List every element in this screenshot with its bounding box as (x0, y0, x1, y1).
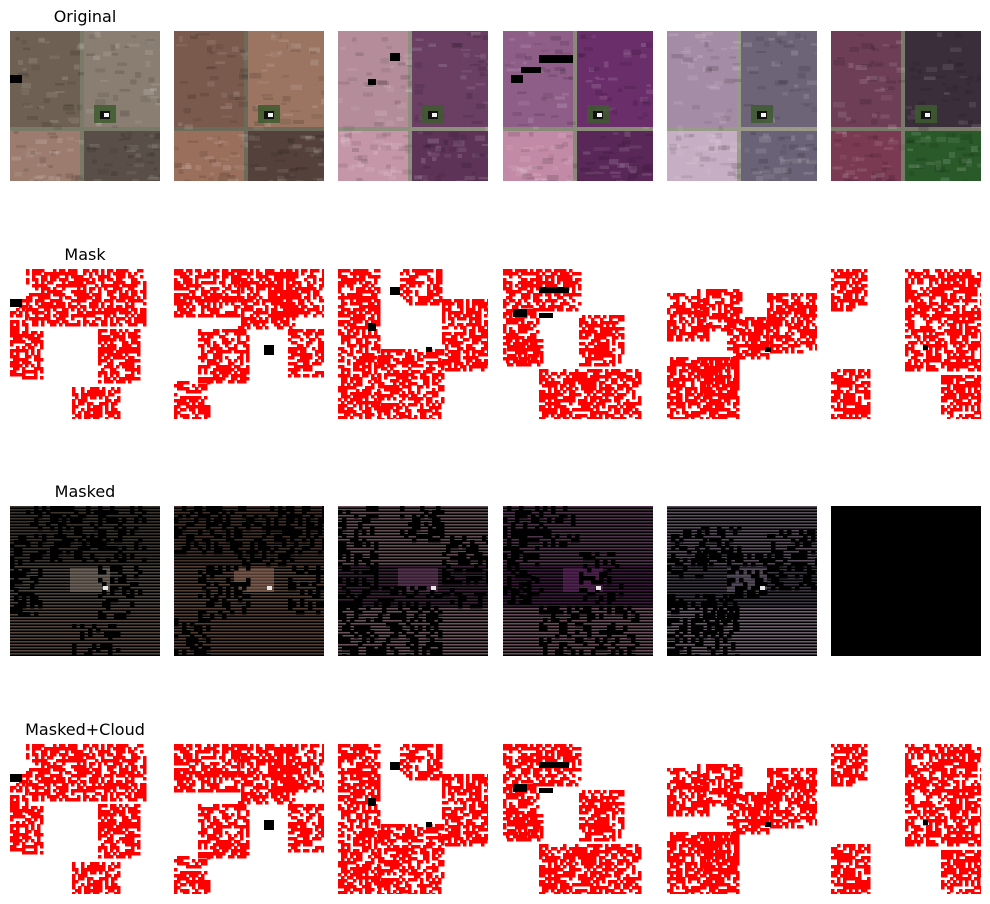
tile-mask-6 (831, 269, 981, 419)
tile-masked-3 (338, 506, 488, 656)
tile-image (174, 506, 324, 656)
cloud-pixels (513, 762, 569, 793)
row-title-masked: Masked (54, 482, 116, 501)
tile-original-2 (174, 31, 324, 181)
mask-patches (10, 269, 147, 419)
tile-image (10, 31, 160, 181)
cloud-pixels (513, 287, 569, 318)
tile-image (667, 31, 817, 181)
tile-image (174, 269, 324, 419)
tile-image (503, 506, 653, 656)
mask-patches (831, 269, 981, 419)
cloud-pixels (264, 345, 274, 355)
tile-image (831, 31, 981, 181)
cloud-pixels (923, 345, 928, 350)
tile-mask-2 (174, 269, 324, 419)
tile-image (667, 506, 817, 656)
tile-image (831, 269, 981, 419)
cloud-pixels (923, 820, 928, 825)
tile-mask-1 (10, 269, 160, 419)
tile-image (667, 269, 817, 419)
tile-mask-3 (338, 269, 488, 419)
tile-original-4 (503, 31, 653, 181)
tile-image (10, 744, 160, 894)
mask-patches (667, 289, 817, 419)
tile-original-6 (831, 31, 981, 181)
cloud-pixels (10, 774, 22, 782)
tile-mask-6 (831, 744, 981, 894)
tile-image (174, 744, 324, 894)
cloud-pixels (264, 820, 274, 830)
tile-image (831, 506, 981, 656)
cloud-pixels (368, 762, 432, 827)
tile-image (338, 269, 488, 419)
tile-masked-2 (174, 506, 324, 656)
tile-mask-5 (667, 269, 817, 419)
tile-original-3 (338, 31, 488, 181)
mask-patches (174, 744, 324, 894)
mask-patches (503, 744, 642, 894)
tile-mask-3 (338, 744, 488, 894)
row-title-original: Original (53, 7, 117, 26)
tile-mask-4 (503, 269, 653, 419)
tile-image (503, 269, 653, 419)
cloud-pixels (765, 822, 771, 827)
tile-masked-1 (10, 506, 160, 656)
mask-patches (831, 744, 981, 894)
row-title-mask-cloud: Masked+Cloud (25, 720, 145, 739)
tile-image (10, 269, 160, 419)
tile-image (338, 31, 488, 181)
row-title-mask: Mask (64, 245, 106, 264)
tile-image (174, 31, 324, 181)
tile-image (10, 506, 160, 656)
tile-masked-5 (667, 506, 817, 656)
tile-masked-6 (831, 506, 981, 656)
tile-image (338, 506, 488, 656)
mask-patches (10, 744, 147, 894)
mask-patches (338, 744, 488, 894)
tile-mask-2 (174, 744, 324, 894)
tile-image (667, 744, 817, 894)
tile-image (338, 744, 488, 894)
cloud-pixels (368, 287, 432, 352)
tile-image (831, 744, 981, 894)
tile-mask-4 (503, 744, 653, 894)
mask-patches (338, 269, 488, 419)
tile-original-1 (10, 31, 160, 181)
tile-original-5 (667, 31, 817, 181)
tile-image (503, 744, 653, 894)
mask-patches (503, 269, 642, 419)
cloud-pixels (10, 299, 22, 307)
tile-mask-5 (667, 744, 817, 894)
cloud-pixels (765, 347, 771, 352)
mask-patches (667, 764, 817, 894)
tile-mask-1 (10, 744, 160, 894)
tile-masked-4 (503, 506, 653, 656)
mask-patches (174, 269, 324, 419)
tile-image (503, 31, 653, 181)
